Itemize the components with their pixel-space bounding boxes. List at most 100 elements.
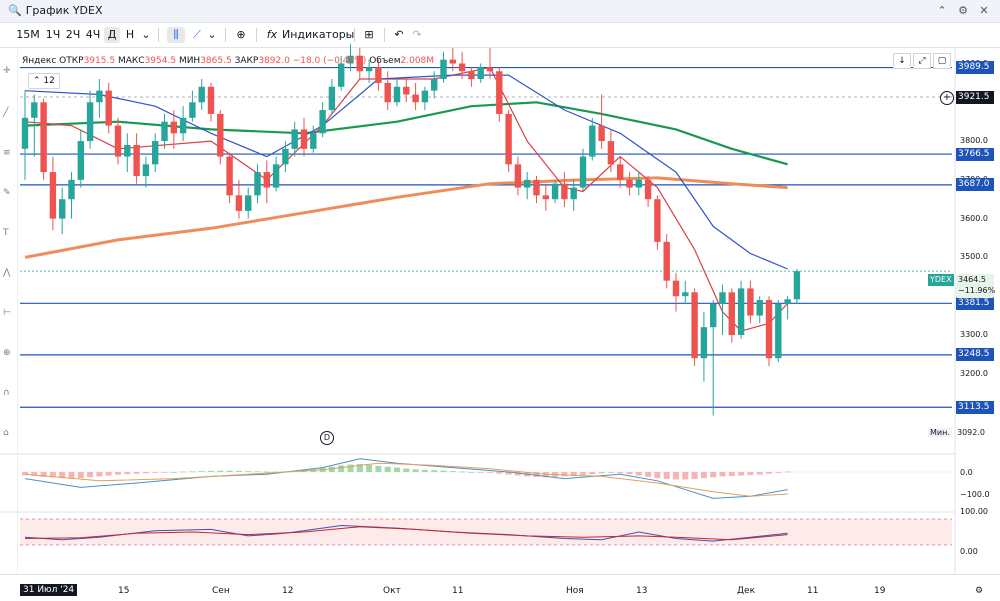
macd-histogram-bar [682,472,689,480]
stoch-tick-0: 0.00 [960,547,978,556]
candle-body [421,90,429,103]
chart-type-chevron-icon[interactable]: ⌄ [207,28,217,41]
lock-icon[interactable]: ⌂ [3,428,9,438]
macd-histogram-bar [700,472,707,479]
stoch-band [20,519,952,545]
macd-histogram-bar [87,472,94,478]
macd-histogram-bar [654,472,661,479]
macd-histogram-bar [747,472,754,476]
macd-histogram-bar [728,472,735,476]
indicators-button[interactable]: Индикаторы [282,28,355,41]
dividend-event-marker[interactable]: D [320,431,334,445]
candle-body [375,67,382,83]
chevron-down-icon[interactable]: ⌄ [141,28,151,41]
interval-4h-button[interactable]: 4Ч [85,28,101,41]
level-price-label: 3766.5 [956,147,994,161]
candle-body [793,271,801,300]
candle-body [133,144,140,176]
macd-histogram-bar [766,472,772,474]
time-axis[interactable]: 31 Июл '24 15 Сен 12 Окт 11 Ноя 13 Дек 1… [0,574,1000,601]
indicators-icon[interactable]: fx [266,28,278,41]
interval-day-button[interactable]: Д [104,27,120,43]
text-icon[interactable]: T [3,228,9,238]
macd-histogram-bar [403,468,410,472]
candle-body [207,86,215,114]
stoch-d-line [24,526,788,541]
candle-body [644,179,652,200]
candle-body [245,195,252,211]
trendline-icon[interactable]: ╱ [3,108,9,118]
interval-week-button[interactable]: Н [125,28,135,41]
macd-histogram-bar [338,465,345,472]
candle-body [626,179,633,188]
macd-histogram-bar [366,464,373,472]
legend-high-label: МАКС [117,56,145,66]
brush-icon[interactable]: ✎ [3,188,11,198]
candle-body [524,179,531,188]
layout-grid-icon[interactable]: ⊞ [364,28,374,41]
legend-change: −18.0 (−0.46%) [292,56,367,66]
macd-histogram-bar [273,471,280,473]
macd-histogram-bar [394,467,400,472]
line-chart-icon[interactable]: ⟋ [193,28,201,41]
magnet-icon[interactable]: ∩ [3,388,10,398]
candle-body [458,63,466,72]
interval-2h-button[interactable]: 2Ч [65,28,81,41]
legend-low-label: МИН [178,56,201,66]
macd-histogram-bar [505,472,512,475]
macd-histogram-bar [68,472,75,479]
redo-icon[interactable]: ↷ [412,28,422,41]
candle-body [477,67,484,80]
candle-body [384,82,391,103]
fullscreen-icon[interactable]: ⤢ [913,53,931,69]
collapse-icon[interactable]: ⌃ [937,4,947,17]
crosshair-price-label: 3921.5 [956,91,994,104]
interval-15m-button[interactable]: 15M [16,28,40,41]
time-label: 19 [874,586,886,596]
min-value: 3092.0 [957,428,985,437]
chart-toolbar: 15M 1Ч 2Ч 4Ч Д Н ⌄ ⫼ ⟋ ⌄ ⊕ fx Индикаторы… [0,23,1000,48]
price-tick: 3500.0 [960,252,988,262]
candle-body [105,90,112,126]
macd-histogram-bar [328,466,335,472]
macd-histogram-bar [189,471,196,473]
undo-icon[interactable]: ↶ [394,28,404,41]
period-badge[interactable]: ⌃ 12 [28,73,60,89]
macd-histogram-bar [738,472,745,476]
fib-icon[interactable]: ≡ [3,148,11,158]
price-tick: 3200.0 [960,368,988,378]
time-label-start: 31 Июл '24 [20,584,78,596]
candle-body [235,195,243,211]
last-price-box: 3464.5 −11.96% [956,274,995,298]
scroll-down-icon[interactable]: ↓ [893,53,911,69]
zoom-icon[interactable]: ⊕ [3,348,11,358]
candle-body [654,199,661,242]
search-icon[interactable]: 🔍 [8,4,22,17]
candle-body [505,113,512,165]
measure-icon[interactable]: ⊢ [3,308,11,318]
close-icon[interactable]: ✕ [979,4,989,17]
candle-body [217,113,224,157]
add-alert-icon[interactable]: + [940,91,954,105]
crosshair-icon[interactable]: ✛ [3,66,11,76]
candle-body [170,121,177,134]
pattern-icon[interactable]: ⋀ [3,268,11,278]
macd-histogram-bar [561,472,568,477]
candle-body [68,179,75,200]
candles-icon[interactable]: ⫼ [167,27,185,43]
macd-histogram-bar [161,472,168,473]
maximize-pane-icon[interactable]: ▢ [933,53,951,69]
candle-body [542,195,549,200]
chart-settings-icon[interactable]: ⚙ [975,586,984,596]
macd-histogram-bar [691,472,698,480]
candle-body [310,133,317,149]
candle-body [700,327,708,359]
compare-add-icon[interactable]: ⊕ [236,28,246,41]
interval-1h-button[interactable]: 1Ч [45,28,61,41]
macd-histogram-bar [198,471,205,472]
candle-body [21,117,29,149]
time-label: Окт [383,586,401,596]
settings-icon[interactable]: ⚙ [958,4,968,17]
candle-body [468,71,475,80]
